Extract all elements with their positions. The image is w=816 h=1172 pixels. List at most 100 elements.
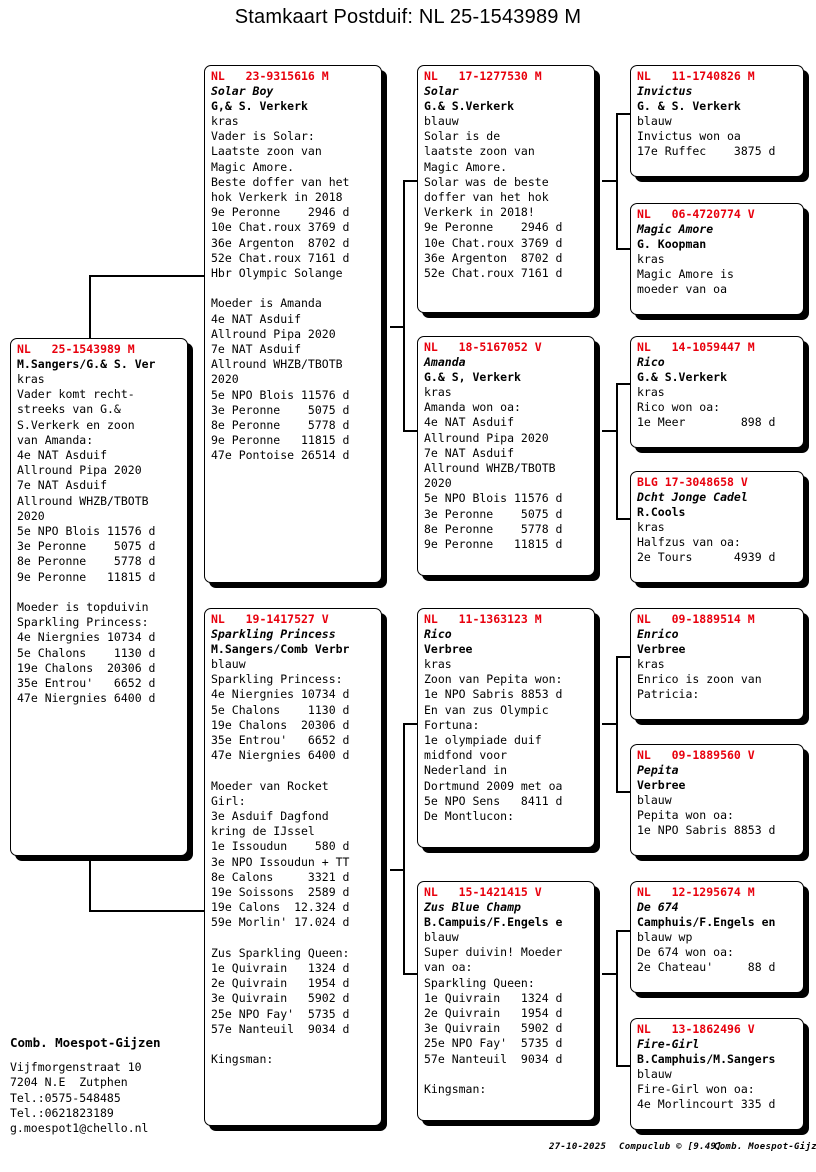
ssd-name: Magic Amore <box>637 222 714 236</box>
dss-owner: Verbree <box>637 642 686 656</box>
dss-body: kras Enrico is zoon van Patricia: <box>637 657 762 702</box>
dds-ring: NL 12-1295674 M <box>637 885 755 899</box>
connector-sire-in <box>390 326 404 328</box>
dam-ring: NL 19-1417527 V <box>211 612 329 626</box>
dam-sire-owner: Verbree <box>424 642 473 656</box>
card-sire-dam-sire[interactable]: NL 14-1059447 M Rico G.& S.Verkerk kras … <box>630 336 804 448</box>
sss-body: blauw Invictus won oa 17e Ruffec 3875 d <box>637 114 776 159</box>
dds-owner: Camphuis/F.Engels en <box>637 915 776 929</box>
connector-sire-to-ss <box>403 180 417 182</box>
connector-subject-to-sire <box>89 275 204 277</box>
connector-dam-to-ds <box>403 723 417 725</box>
ssd-ring: NL 06-4720774 V <box>637 207 755 221</box>
dam-dam-owner: B.Campuis/F.Engels e <box>424 915 563 929</box>
card-dam-dam[interactable]: NL 15-1421415 V Zus Blue Champ B.Campuis… <box>417 881 595 1121</box>
breeder-address: Vijfmorgenstraat 10 7204 N.E Zutphen Tel… <box>10 1060 149 1136</box>
footer-software: Compuclub © [9.49] <box>619 1142 722 1152</box>
sds-ring: NL 14-1059447 M <box>637 340 755 354</box>
subject-ring: NL 25-1543989 M <box>17 342 135 356</box>
sire-body: kras Vader is Solar: Laatste zoon van Ma… <box>211 114 350 463</box>
connector-dd-to-ddd <box>616 1065 630 1067</box>
connector-dam-in <box>390 869 404 871</box>
card-dam[interactable]: NL 19-1417527 V Sparkling Princess M.San… <box>204 608 382 1126</box>
connector-sd-to-sds <box>616 383 630 385</box>
sire-ring: NL 23-9315616 M <box>211 69 329 83</box>
dam-dam-body: blauw Super duivin! Moeder van oa: Spark… <box>424 930 563 1097</box>
card-sire-sire[interactable]: NL 17-1277530 M Solar G.& S.Verkerk blau… <box>417 65 595 313</box>
connector-subject-to-dam <box>89 910 204 912</box>
sdd-name: Dcht Jonge Cadel <box>637 490 748 504</box>
connector-sire-to-sd <box>403 430 417 432</box>
sds-body: kras Rico won oa: 1e Meer 898 d <box>637 385 776 430</box>
dss-name: Enrico <box>637 627 679 641</box>
dss-ring: NL 09-1889514 M <box>637 612 755 626</box>
connector-sire-spine <box>403 180 405 431</box>
card-dam-sire-dam[interactable]: NL 09-1889560 V Pepita Verbree blauw Pep… <box>630 744 804 856</box>
sdd-ring: BLG 17-3048658 V <box>637 475 748 489</box>
ssd-body: kras Magic Amore is moeder van oa <box>637 252 734 297</box>
sire-dam-body: kras Amanda won oa: 4e NAT Asduif Allrou… <box>424 385 563 552</box>
ddd-ring: NL 13-1862496 V <box>637 1022 755 1036</box>
subject-owner: M.Sangers/G.& S. Ver <box>17 357 156 371</box>
card-dam-dam-sire[interactable]: NL 12-1295674 M De 674 Camphuis/F.Engels… <box>630 881 804 993</box>
sds-owner: G.& S.Verkerk <box>637 370 728 384</box>
dam-dam-ring: NL 15-1421415 V <box>424 885 542 899</box>
dsd-owner: Verbree <box>637 778 686 792</box>
card-dam-sire-sire[interactable]: NL 09-1889514 M Enrico Verbree kras Enri… <box>630 608 804 720</box>
connector-ds-in <box>602 723 617 725</box>
ddd-name: Fire-Girl <box>637 1037 700 1051</box>
connector-sd-to-sdd <box>616 518 630 520</box>
dam-name: Sparkling Princess <box>211 627 336 641</box>
dds-body: blauw wp De 674 won oa: 2e Chateau' 88 d <box>637 930 776 975</box>
sss-ring: NL 11-1740826 M <box>637 69 755 83</box>
dsd-body: blauw Pepita won oa: 1e NPO Sabris 8853 … <box>637 793 776 838</box>
sire-sire-owner: G.& S.Verkerk <box>424 99 515 113</box>
ddd-owner: B.Camphuis/M.Sangers <box>637 1052 776 1066</box>
connector-dd-in <box>602 973 617 975</box>
dam-sire-body: kras Zoon van Pepita won: 1e NPO Sabris … <box>424 657 563 824</box>
sire-owner: G,& S. Verkerk <box>211 99 308 113</box>
sire-dam-ring: NL 18-5167052 V <box>424 340 542 354</box>
dam-owner: M.Sangers/Comb Verbr <box>211 642 350 656</box>
dam-body: blauw Sparkling Princess: 4e Niergnies 1… <box>211 657 350 1067</box>
connector-dd-to-dds <box>616 930 630 932</box>
connector-dam-to-dd <box>403 973 417 975</box>
connector-dam-spine <box>403 723 405 974</box>
dsd-ring: NL 09-1889560 V <box>637 748 755 762</box>
card-sire-dam-dam[interactable]: BLG 17-3048658 V Dcht Jonge Cadel R.Cool… <box>630 471 804 583</box>
connector-ss-to-sss <box>616 113 630 115</box>
sire-dam-name: Amanda <box>424 355 466 369</box>
sire-sire-name: Solar <box>424 84 459 98</box>
card-subject[interactable]: NL 25-1543989 M M.Sangers/G.& S. Ver kra… <box>10 338 188 856</box>
breeder-name: Comb. Moespot-Gijzen <box>10 1035 161 1050</box>
dam-sire-ring: NL 11-1363123 M <box>424 612 542 626</box>
footer-owner: Comb. Moespot-Gijzen <box>714 1142 816 1152</box>
page-title: Stamkaart Postduif: NL 25-1543989 M <box>234 6 582 28</box>
dam-dam-name: Zus Blue Champ <box>424 900 521 914</box>
card-dam-sire[interactable]: NL 11-1363123 M Rico Verbree kras Zoon v… <box>417 608 595 848</box>
sds-name: Rico <box>637 355 665 369</box>
sss-owner: G. & S. Verkerk <box>637 99 741 113</box>
connector-sd-in <box>602 430 617 432</box>
dam-sire-name: Rico <box>424 627 452 641</box>
ssd-owner: G. Koopman <box>637 237 707 251</box>
dds-name: De 674 <box>637 900 679 914</box>
connector-ds-to-dsd <box>616 791 630 793</box>
footer-date: 27-10-2025 <box>549 1142 607 1152</box>
sire-dam-owner: G.& S, Verkerk <box>424 370 521 384</box>
sire-sire-ring: NL 17-1277530 M <box>424 69 542 83</box>
sss-name: Invictus <box>637 84 693 98</box>
card-sire-dam[interactable]: NL 18-5167052 V Amanda G.& S, Verkerk kr… <box>417 336 595 576</box>
card-dam-dam-dam[interactable]: NL 13-1862496 V Fire-Girl B.Camphuis/M.S… <box>630 1018 804 1130</box>
card-sire[interactable]: NL 23-9315616 M Solar Boy G,& S. Verkerk… <box>204 65 382 583</box>
subject-body: kras Vader komt recht- streeks van G.& S… <box>17 372 156 706</box>
sdd-owner: R.Cools <box>637 505 686 519</box>
sire-sire-body: blauw Solar is de laatste zoon van Magic… <box>424 114 563 281</box>
card-sire-sire-sire[interactable]: NL 11-1740826 M Invictus G. & S. Verkerk… <box>630 65 804 177</box>
connector-ds-to-dss <box>616 656 630 658</box>
connector-ss-in <box>602 180 617 182</box>
ddd-body: blauw Fire-Girl won oa: 4e Morlincourt 3… <box>637 1067 776 1112</box>
connector-sd-spine <box>616 383 618 518</box>
card-sire-sire-dam[interactable]: NL 06-4720774 V Magic Amore G. Koopman k… <box>630 203 804 315</box>
